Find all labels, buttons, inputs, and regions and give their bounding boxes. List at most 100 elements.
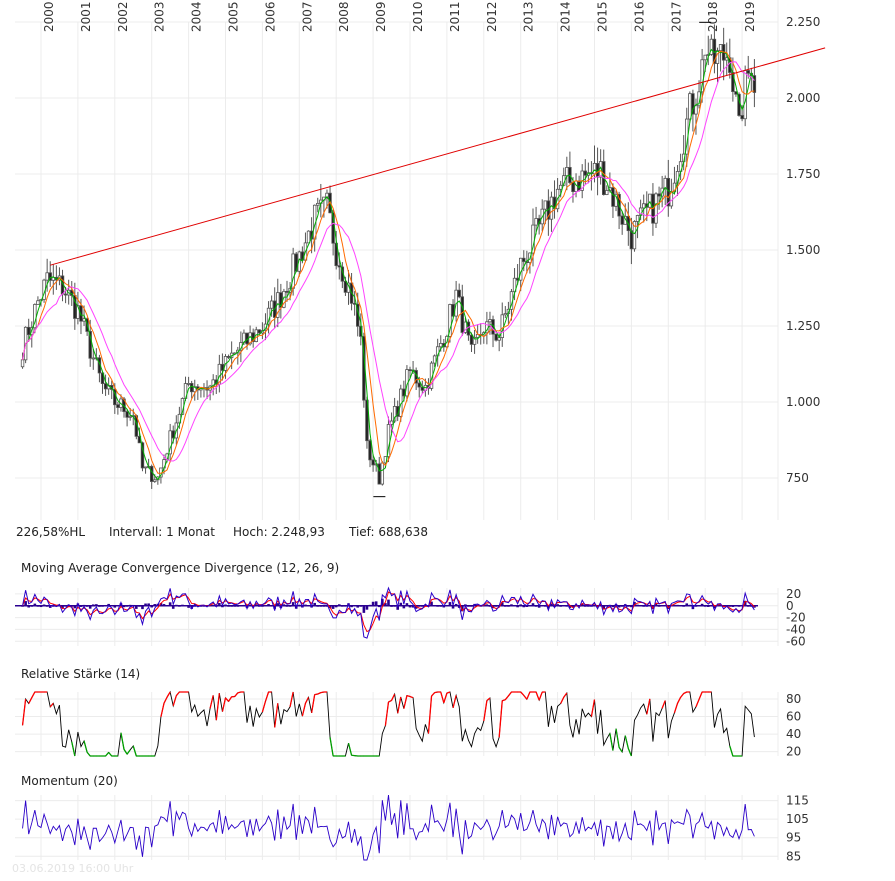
- macd-histogram-bar: [617, 605, 621, 608]
- rsi-extreme-segment: [683, 691, 688, 695]
- candle-body: [26, 326, 31, 336]
- macd-histogram-bar: [218, 602, 221, 606]
- x-tick-label: 2003: [153, 1, 167, 32]
- candle-body: [63, 293, 68, 296]
- rsi-extreme-segment: [108, 752, 113, 757]
- macd-histogram-bar: [147, 603, 150, 606]
- y-tick-label: -40: [786, 622, 806, 636]
- rsi-extreme-segment: [680, 693, 685, 698]
- rsi-extreme-segment: [446, 691, 451, 694]
- candle-body: [432, 355, 437, 364]
- high-label: Hoch: 2.248,93: [233, 525, 325, 539]
- rsi-extreme-segment: [520, 691, 525, 696]
- candle-body: [20, 359, 25, 368]
- rsi-extreme-segment: [498, 700, 503, 738]
- macd-histogram-bar: [245, 605, 249, 608]
- y-tick-label: 1.750: [786, 167, 820, 181]
- x-tick-label: 2013: [522, 1, 536, 32]
- candle-body: [343, 280, 348, 293]
- y-tick-label: 60: [786, 710, 801, 724]
- candle-body: [279, 292, 283, 308]
- candle-body: [611, 187, 615, 207]
- candle-body: [565, 167, 569, 177]
- rsi-extreme-segment: [71, 741, 76, 757]
- trendline: [50, 47, 826, 266]
- macd-histogram-bar: [144, 603, 147, 606]
- macd-histogram-bar: [33, 603, 37, 606]
- rsi-extreme-segment: [504, 695, 509, 701]
- rsi-extreme-segment: [304, 697, 310, 704]
- macd-histogram-bar: [633, 601, 636, 606]
- macd-histogram-bar: [107, 603, 110, 606]
- macd-histogram-bar: [334, 605, 338, 608]
- y-tick-label: 2.250: [786, 15, 820, 29]
- candle-body: [254, 329, 258, 342]
- candle-body: [629, 230, 634, 250]
- candle-body: [583, 170, 587, 176]
- x-tick-label: 2005: [227, 1, 241, 32]
- rsi-extreme-segment: [523, 694, 528, 700]
- candle-body: [571, 182, 575, 192]
- macd-histogram-bar: [362, 605, 366, 613]
- macd-histogram-bar: [141, 605, 144, 610]
- candle-body: [211, 379, 215, 387]
- candle-body: [522, 257, 526, 262]
- candle-body: [45, 272, 49, 281]
- rsi-extreme-segment: [538, 691, 543, 701]
- performance-label: 226,58%HL: [16, 525, 86, 539]
- rsi-extreme-segment: [526, 691, 531, 700]
- candle-body: [648, 193, 652, 208]
- macd-histogram-bar: [27, 605, 30, 608]
- candle-body: [654, 193, 658, 224]
- macd-histogram-bar: [171, 605, 175, 609]
- rsi-extreme-segment: [618, 747, 623, 753]
- candle-body: [392, 406, 397, 422]
- candle-body: [36, 300, 40, 305]
- candle-body: [543, 200, 547, 210]
- candle-body: [214, 379, 218, 385]
- timestamp-footer: 03.06.2019 16:00 Uhr: [12, 862, 134, 875]
- candle-body: [168, 430, 172, 455]
- candle-body: [457, 289, 461, 298]
- rsi-extreme-segment: [264, 691, 270, 702]
- macd-histogram-bar: [396, 605, 399, 610]
- x-tick-label: 2014: [559, 1, 573, 32]
- y-tick-label: 750: [786, 471, 809, 485]
- rsi-extreme-segment: [590, 699, 596, 717]
- rsi-extreme-segment: [228, 696, 233, 702]
- candle-body: [48, 272, 52, 281]
- candle-body: [226, 356, 231, 358]
- interval-label: Intervall: 1 Monat: [109, 525, 215, 539]
- macd-histogram-bar: [162, 604, 166, 606]
- candle-body: [463, 321, 468, 333]
- rsi-extreme-segment: [132, 745, 137, 757]
- candle-body: [488, 319, 492, 323]
- macd-histogram-bar: [405, 603, 409, 606]
- x-tick-label: 2008: [337, 1, 351, 32]
- rsi-extreme-segment: [83, 740, 88, 753]
- macd-histogram-bar: [454, 603, 458, 606]
- macd-histogram-bar: [135, 605, 138, 609]
- candle-body: [448, 304, 452, 337]
- rsi-extreme-segment: [397, 696, 402, 714]
- macd-histogram-bar: [365, 605, 369, 610]
- x-tick-label: 2000: [42, 1, 56, 32]
- candle-body: [743, 70, 747, 120]
- rsi-extreme-segment: [443, 692, 448, 704]
- rsi-extreme-segment: [431, 692, 436, 697]
- candle-body: [297, 251, 301, 272]
- y-tick-label: 105: [786, 812, 809, 826]
- y-tick-label: 2.000: [786, 91, 820, 105]
- candle-body: [503, 313, 508, 316]
- macd-histogram-bar: [700, 603, 704, 606]
- candle-body: [632, 221, 637, 250]
- candle-body: [171, 430, 175, 439]
- candle-body: [558, 184, 563, 190]
- macd-histogram-bar: [267, 604, 270, 606]
- candle-body: [306, 230, 311, 244]
- candle-body: [263, 323, 268, 331]
- rsi-extreme-segment: [172, 695, 177, 707]
- rsi-extreme-segment: [123, 749, 128, 755]
- candle-body: [460, 296, 464, 333]
